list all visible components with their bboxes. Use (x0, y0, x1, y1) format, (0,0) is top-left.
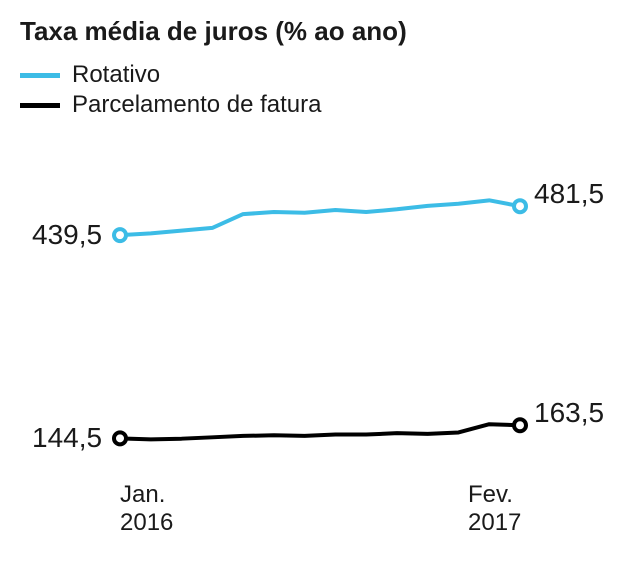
series1-start-value: 439,5 (32, 219, 102, 251)
x-axis-start-label: Jan.2016 (120, 481, 173, 536)
legend-item-rotativo: Rotativo (20, 61, 600, 89)
legend-label-parcelamento: Parcelamento de fatura (72, 91, 321, 119)
series1-end-value: 481,5 (534, 178, 604, 210)
x-axis-end-label: Fev.2017 (468, 481, 521, 536)
legend-item-parcelamento: Parcelamento de fatura (20, 91, 600, 119)
legend-swatch-parcelamento (20, 103, 60, 108)
series2-end-value: 163,5 (534, 397, 604, 429)
chart-area: 439,5 481,5 144,5 163,5 Jan.2016 Fev.201… (20, 129, 600, 549)
legend: Rotativo Parcelamento de fatura (20, 61, 600, 119)
legend-label-rotativo: Rotativo (72, 61, 160, 89)
legend-swatch-rotativo (20, 73, 60, 78)
chart-title: Taxa média de juros (% ao ano) (20, 16, 600, 47)
series2-start-value: 144,5 (32, 422, 102, 454)
